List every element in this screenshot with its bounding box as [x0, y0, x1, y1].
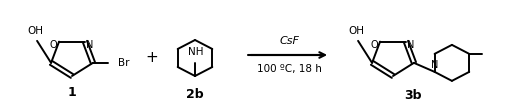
Text: N: N — [86, 40, 94, 50]
Text: +: + — [146, 50, 158, 64]
Text: O: O — [370, 40, 378, 50]
Text: 2b: 2b — [186, 87, 204, 101]
Text: Br: Br — [118, 58, 129, 68]
Text: OH: OH — [348, 26, 364, 36]
Text: CsF: CsF — [279, 36, 299, 46]
Text: OH: OH — [27, 26, 43, 36]
Text: N: N — [431, 60, 438, 70]
Text: O: O — [49, 40, 57, 50]
Text: 1: 1 — [67, 85, 77, 98]
Text: NH: NH — [188, 47, 204, 57]
Text: 3b: 3b — [404, 89, 422, 102]
Text: 100 ºC, 18 h: 100 ºC, 18 h — [257, 64, 321, 74]
Text: N: N — [407, 40, 415, 50]
